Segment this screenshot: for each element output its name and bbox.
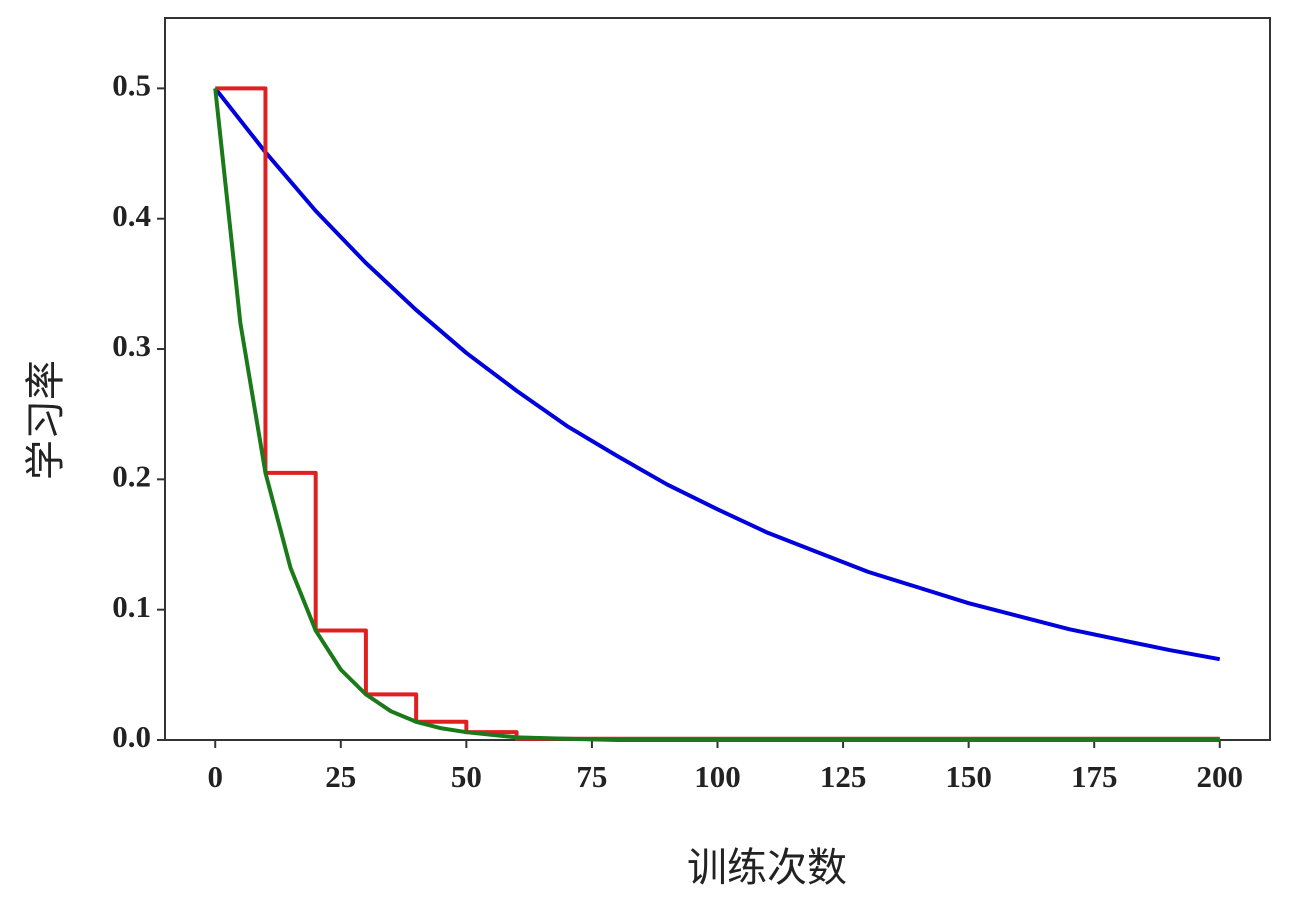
y-tick-label: 0.5 [112, 67, 151, 102]
y-tick-label: 0.4 [112, 198, 151, 233]
y-tick-label: 0.2 [112, 458, 151, 493]
x-tick-label: 200 [1197, 759, 1244, 794]
line [213, 88, 1220, 742]
x-tick-label: 0 [207, 759, 223, 794]
x-tick-label: 75 [576, 759, 607, 794]
x-tick-label: 50 [451, 759, 482, 794]
line [215, 86, 1220, 741]
x-axis-label: 训练次数 [687, 845, 847, 891]
y-tick-label: 0.1 [112, 589, 151, 624]
y-axis-label: 学习率 [23, 360, 69, 480]
x-tick-label: 100 [694, 759, 741, 794]
x-tick-label: 150 [945, 759, 992, 794]
x-tick-label: 125 [820, 759, 867, 794]
x-tick-label: 175 [1071, 759, 1118, 794]
line [213, 87, 1221, 662]
x-tick-label: 25 [325, 759, 356, 794]
y-tick-label: 0.0 [112, 719, 151, 754]
y-tick-label: 0.3 [112, 328, 151, 363]
